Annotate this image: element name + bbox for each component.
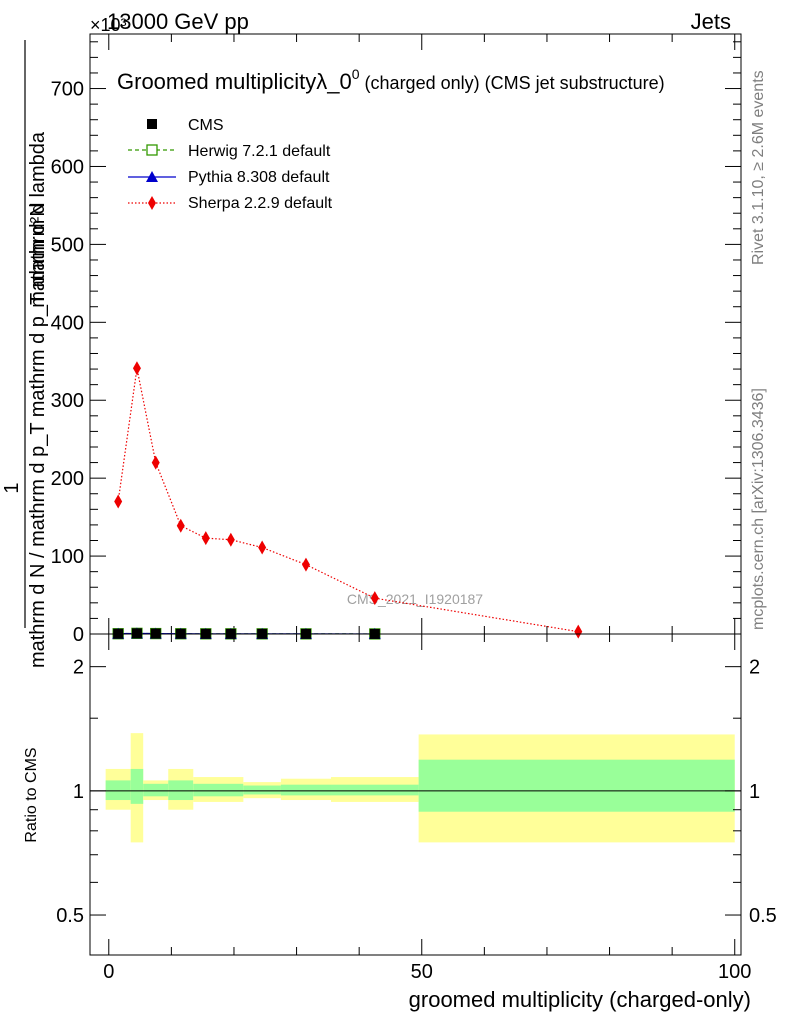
main-ylabel-one: 1 — [1, 482, 23, 493]
main-x-ticks — [108, 34, 736, 634]
ratio-panel-frame — [89, 633, 742, 956]
ratio-inner-band — [168, 780, 194, 801]
svg-text:Groomed multiplicityλ_00 (char: Groomed multiplicityλ_00 (charged only) … — [117, 66, 665, 94]
y-tick-label: 300 — [51, 390, 84, 412]
y-tick-label: 700 — [51, 79, 84, 101]
ratio-y-ticks: 0.5 0.5 1 1 2 2 — [56, 657, 777, 927]
legend-pythia-label: Pythia 8.308 default — [188, 169, 330, 186]
ratio-inner-band — [243, 785, 281, 795]
ratio-inner-band — [330, 784, 419, 796]
ratio-inner-band — [105, 780, 131, 801]
analysis-watermark: CMS_2021_I1920187 — [347, 591, 483, 607]
sherpa-point — [176, 518, 185, 533]
ratio-inner-band — [280, 784, 331, 796]
rivet-label: Rivet 3.1.10, ≥ 2.6M events — [750, 70, 767, 265]
legend: CMS Herwig 7.2.1 default Pythia 8.308 de… — [128, 117, 333, 212]
y-tick-label: 600 — [51, 156, 84, 178]
mcplots-label: mcplots.cern.ch [arXiv:1306.3436] — [750, 388, 767, 630]
sherpa-point — [574, 624, 583, 639]
ratio-inner-band — [418, 759, 735, 812]
y-tick-label: 100 — [51, 546, 84, 568]
ratio-y-tick-label: 2 — [73, 657, 84, 679]
plot-title: Groomed multiplicityλ_00 (charged only) … — [117, 66, 665, 94]
x-tick-label: 50 — [411, 961, 433, 983]
jets-label: Jets — [691, 9, 731, 34]
sherpa-point — [226, 532, 235, 547]
sherpa-point — [258, 540, 267, 555]
main-ylabel-denominator: mathrm d N / mathrm d p_T mathrm d p_T m… — [27, 131, 49, 668]
main-y-ticks: 0 100 200 300 400 500 600 700 — [51, 41, 741, 646]
title-sup: 0 — [352, 66, 360, 82]
ratio-bands — [105, 733, 735, 843]
sherpa-point — [301, 557, 310, 572]
legend-cms-label: CMS — [188, 117, 224, 134]
ratio-inner-band — [193, 783, 244, 797]
ratio-x-ticks: 0 50 100 — [103, 634, 751, 983]
ratio-y-tick-label-right: 0.5 — [749, 905, 777, 927]
legend-pythia-marker — [146, 171, 158, 182]
energy-label: 13000 GeV pp — [107, 9, 249, 34]
cms-point — [131, 628, 142, 639]
ratio-y-tick-label: 0.5 — [56, 905, 84, 927]
title-main: Groomed multiplicityλ_0 — [117, 69, 352, 94]
sherpa-point — [132, 361, 141, 376]
legend-cms-marker — [147, 119, 157, 129]
y-tick-label: 400 — [51, 312, 84, 334]
sherpa-line — [117, 368, 579, 633]
ratio-y-tick-label: 1 — [73, 781, 84, 803]
legend-sherpa-marker — [148, 196, 156, 210]
ratio-y-tick-label-right: 1 — [749, 781, 760, 803]
sherpa-point — [370, 591, 379, 606]
sherpa-point — [114, 494, 123, 509]
main-ylabel: mathrm d²N 1 mathrm d N / mathrm d p_T m… — [1, 40, 49, 668]
sherpa-point — [201, 531, 210, 546]
ratio-ylabel: Ratio to CMS — [23, 747, 40, 842]
y-exponent: ×10³ — [90, 15, 127, 35]
y-tick-label: 500 — [51, 234, 84, 256]
x-tick-label: 0 — [103, 961, 114, 983]
main-ylabel-numerator: mathrm d²N — [27, 202, 49, 308]
sherpa-point — [151, 455, 160, 470]
legend-sherpa-label: Sherpa 2.2.9 default — [188, 195, 333, 212]
x-tick-label: 100 — [718, 961, 751, 983]
ratio-y-tick-label-right: 2 — [749, 657, 760, 679]
ratio-inner-band — [143, 783, 169, 797]
x-axis-label: groomed multiplicity (charged-only) — [409, 987, 751, 1012]
title-tail: (charged only) (CMS jet substructure) — [360, 73, 665, 93]
y-tick-label: 0 — [73, 624, 84, 646]
ratio-inner-band — [130, 768, 144, 804]
legend-herwig-label: Herwig 7.2.1 default — [188, 143, 331, 160]
legend-herwig-marker — [146, 144, 158, 156]
y-tick-label: 200 — [51, 468, 84, 490]
